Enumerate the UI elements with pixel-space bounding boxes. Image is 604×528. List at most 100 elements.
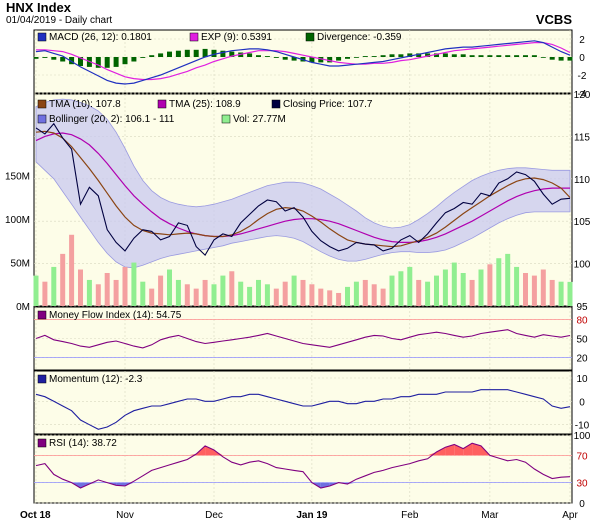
price-legend-label-4: Vol: 27.77M	[233, 114, 286, 125]
macd-divergence-bar	[69, 57, 75, 65]
volume-bar	[51, 266, 57, 306]
price-legend-label-1: TMA (25): 108.9	[169, 99, 241, 110]
macd-divergence-bar	[78, 57, 83, 66]
momentum-panel-bg	[33, 370, 573, 435]
volume-bar	[531, 275, 537, 306]
price-legend-label-3: Bollinger (20, 2): 106.1 - 111	[49, 114, 175, 125]
macd-divergence-bar	[264, 56, 270, 57]
volume-bar	[425, 281, 431, 306]
price-ytick-3: 105	[574, 217, 591, 228]
macd-divergence-bar	[158, 53, 164, 57]
macd-ytick-2: -2	[578, 71, 587, 82]
rsi-overbought-fill	[463, 443, 473, 456]
mfi-ytick-2: 20	[576, 353, 588, 364]
volume-bar	[514, 266, 520, 306]
macd-divergence-bar	[42, 57, 48, 58]
volume-bar	[362, 279, 368, 306]
volume-bar	[238, 281, 244, 306]
bollinger-band	[35, 98, 571, 269]
volume-bar	[558, 281, 564, 306]
price-legend-swatch-1	[157, 99, 167, 109]
macd-divergence-bar	[345, 57, 350, 59]
price-ytick-0: 120	[574, 90, 591, 101]
volume-bar	[282, 281, 288, 306]
volume-bar	[211, 284, 217, 306]
macd-divergence-bar	[273, 57, 279, 58]
macd-divergence-bar	[469, 55, 475, 57]
rsi-legend-label-0: RSI (14): 38.72	[49, 438, 117, 449]
volume-bar	[95, 284, 101, 306]
volume-bar	[86, 279, 92, 306]
volume-bar	[184, 284, 190, 306]
volume-bar	[451, 262, 457, 306]
volume-bar	[309, 284, 315, 306]
macd-divergence-bar	[291, 57, 297, 61]
volume-bar	[140, 281, 146, 306]
macd-legend-swatch-0	[37, 32, 47, 42]
macd-divergence-bar	[531, 55, 537, 57]
volume-bar	[371, 284, 377, 306]
macd-divergence-bar	[318, 57, 324, 63]
macd-divergence-bar	[416, 53, 422, 57]
volume-bar	[523, 272, 528, 306]
macd-divergence-bar	[514, 55, 520, 57]
volume-bar	[549, 279, 555, 306]
price-ytick-4: 100	[574, 260, 591, 271]
macd-divergence-bar	[389, 54, 395, 57]
macd-divergence-bar	[451, 54, 457, 57]
macd-divergence-bar	[184, 49, 190, 57]
price-legend-swatch-0	[37, 99, 47, 109]
volume-bar	[336, 292, 342, 306]
mfi-ytick-1: 50	[576, 335, 588, 346]
macd-divergence-bar	[51, 57, 57, 60]
volume-bar	[78, 269, 83, 306]
x-tick-1: Nov	[116, 510, 134, 521]
volume-bar	[345, 286, 350, 306]
macd-line	[35, 40, 571, 85]
x-tick-4: Feb	[401, 510, 419, 521]
volume-bar	[175, 279, 181, 306]
volume-bar	[202, 279, 208, 306]
rsi-oversold-fill	[320, 482, 330, 489]
momentum-ytick-2: -10	[575, 421, 590, 432]
price-ytick-2: 110	[574, 175, 590, 186]
macd-divergence-bar	[175, 50, 181, 57]
rsi-line	[35, 442, 571, 489]
macd-divergence-bar	[567, 57, 573, 61]
volume-ytick-3: 0M	[16, 302, 30, 313]
macd-divergence-bar	[540, 57, 546, 58]
macd-divergence-bar	[487, 55, 493, 57]
volume-bar	[149, 288, 155, 306]
chart-subtitle: 01/04/2019 - Daily chart	[6, 15, 113, 26]
macd-ytick-3: -4	[578, 89, 587, 100]
macd-divergence-bar	[60, 57, 66, 62]
rsi-legend-swatch-0	[37, 438, 47, 448]
momentum-legend-label-0: Momentum (12): -2.3	[49, 374, 143, 385]
volume-bar	[131, 262, 137, 306]
macd-divergence-bar	[211, 49, 217, 57]
closing-price-line	[35, 122, 571, 256]
volume-bar	[193, 288, 199, 306]
volume-bar	[273, 288, 279, 306]
mfi-legend-label-0: Money Flow Index (14): 54.75	[49, 310, 182, 321]
macd-divergence-bar	[122, 57, 128, 65]
chart-title: HNX Index	[6, 0, 72, 15]
macd-exp-line	[36, 41, 571, 81]
momentum-ytick-1: 0	[579, 397, 585, 408]
x-tick-3: Jan 19	[296, 510, 328, 521]
volume-bar	[158, 275, 164, 306]
macd-divergence-bar	[353, 57, 359, 58]
volume-bar	[416, 279, 422, 306]
rsi-overbought-fill	[427, 452, 437, 456]
macd-legend-swatch-1	[189, 32, 199, 42]
volume-ytick-0: 150M	[5, 172, 30, 183]
volume-bar	[460, 272, 466, 306]
volume-bar	[540, 269, 546, 306]
macd-divergence-bar	[229, 51, 235, 57]
volume-bar	[487, 264, 493, 306]
macd-divergence-bar	[398, 54, 404, 57]
macd-divergence-bar	[309, 57, 315, 63]
macd-divergence-bar	[131, 57, 137, 62]
volume-bar	[398, 271, 404, 306]
volume-bar	[300, 279, 306, 306]
